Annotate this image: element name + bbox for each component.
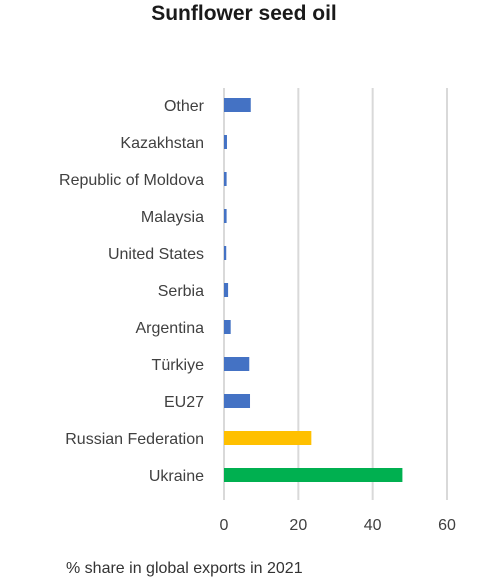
bar-argentina [224, 320, 231, 334]
bar-republic-of-moldova [224, 172, 227, 186]
x-tick-label-60: 60 [438, 517, 456, 534]
bar-eu27 [224, 394, 251, 408]
category-label-ukraine: Ukraine [149, 468, 204, 485]
bar-other [224, 98, 251, 112]
x-tick-label-40: 40 [364, 517, 382, 534]
bar-united-states [224, 246, 227, 260]
x-tick-label-20: 20 [289, 517, 307, 534]
category-label-republic-of-moldova: Republic of Moldova [59, 172, 204, 189]
category-label-russian-federation: Russian Federation [65, 431, 204, 448]
x-axis-label: % share in global exports in 2021 [66, 560, 303, 577]
category-label-kazakhstan: Kazakhstan [120, 135, 204, 152]
bar-ukraine [224, 468, 403, 482]
category-label-united-states: United States [108, 246, 204, 263]
chart-title: Sunflower seed oil [151, 2, 337, 25]
bar-russian-federation [224, 431, 312, 445]
category-label-t-rkiye: Türkiye [152, 357, 205, 374]
category-label-malaysia: Malaysia [141, 209, 204, 226]
x-tick-label-0: 0 [220, 517, 229, 534]
category-label-other: Other [164, 98, 205, 115]
bar-t-rkiye [224, 357, 250, 371]
bar-serbia [224, 283, 229, 297]
category-label-eu27: EU27 [164, 394, 204, 411]
category-label-argentina: Argentina [136, 320, 205, 337]
bar-malaysia [224, 209, 227, 223]
bar-kazakhstan [224, 135, 227, 149]
category-label-serbia: Serbia [158, 283, 204, 300]
